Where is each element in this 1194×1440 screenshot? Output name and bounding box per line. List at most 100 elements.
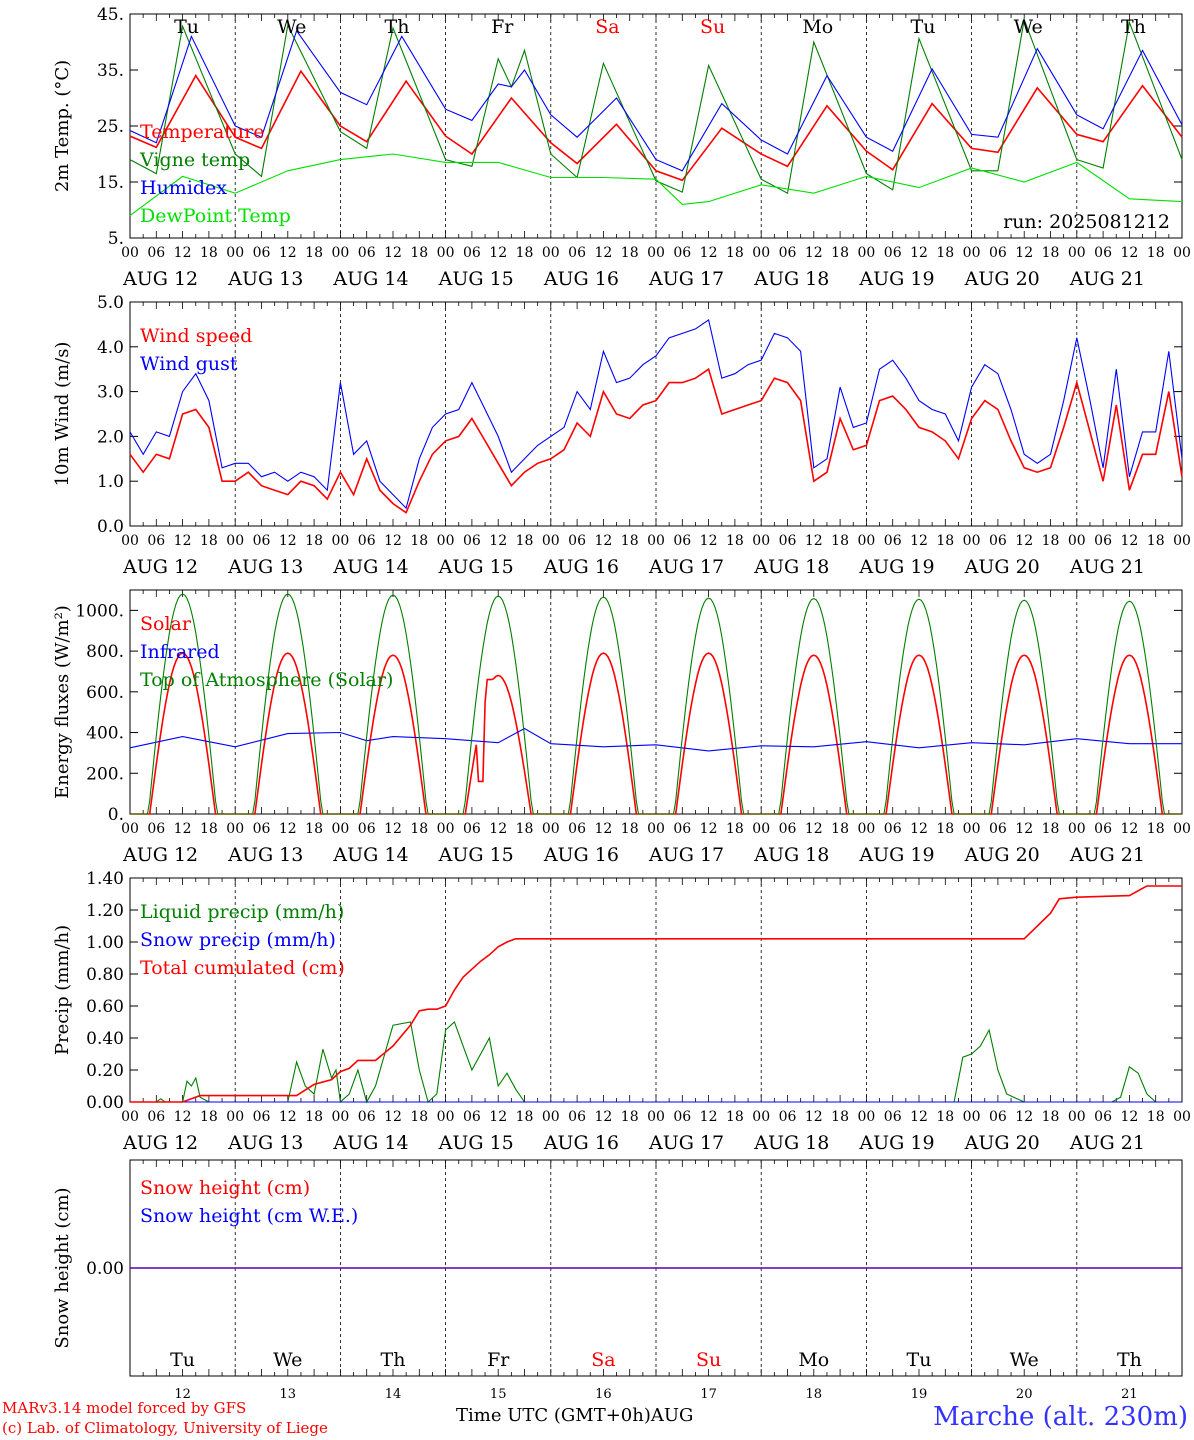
weekday-label: We	[273, 1349, 302, 1371]
hour-label: 12	[910, 533, 928, 549]
hour-label: 06	[884, 1109, 902, 1125]
hour-label: 06	[673, 533, 691, 549]
date-label: AUG 19	[858, 844, 934, 866]
y-tick-label: 1.40	[86, 869, 124, 889]
hour-label: 18	[305, 245, 323, 261]
hour-label: 18	[1042, 1109, 1060, 1125]
series-line-dewpoint-temp	[129, 153, 1183, 217]
hour-label: 00	[1068, 245, 1086, 261]
hour-label: 12	[174, 533, 192, 549]
hour-label: 06	[989, 245, 1007, 261]
hour-label: 00	[1173, 245, 1191, 261]
hour-label: 12	[1015, 533, 1033, 549]
hour-label: 12	[700, 533, 718, 549]
weekday-label: Su	[696, 1349, 721, 1371]
legend-entry: Top of Atmosphere (Solar)	[140, 669, 393, 691]
hour-label: 18	[621, 533, 639, 549]
hour-label: 12	[489, 821, 507, 837]
hour-label: 06	[463, 1109, 481, 1125]
y-tick-label: 1.00	[86, 933, 124, 953]
y-tick-label: 600.	[86, 683, 124, 703]
hour-label: 06	[253, 533, 271, 549]
hour-label: 12	[594, 533, 612, 549]
date-label: AUG 13	[227, 556, 303, 578]
hour-label: 00	[1068, 821, 1086, 837]
hour-label: 18	[726, 821, 744, 837]
hour-label: 12	[805, 821, 823, 837]
date-label: AUG 19	[858, 1132, 934, 1154]
weekday-label: Fr	[491, 16, 514, 38]
hour-label: 06	[884, 533, 902, 549]
weekday-label: Mo	[802, 16, 833, 38]
hour-label: 06	[884, 245, 902, 261]
day-number: 18	[806, 1387, 823, 1400]
hour-label: 06	[779, 821, 797, 837]
panel-frame	[129, 301, 1183, 527]
y-tick-label: 0.80	[86, 965, 124, 985]
hour-label: 12	[594, 1109, 612, 1125]
day-number: 12	[174, 1387, 191, 1400]
y-tick-label: 1.0	[97, 472, 124, 492]
legend-entry: Vigne temp	[139, 149, 250, 171]
hour-label: 18	[410, 245, 428, 261]
hour-label: 12	[489, 1109, 507, 1125]
hour-label: 18	[1147, 245, 1165, 261]
hour-label: 18	[516, 245, 534, 261]
legend-entry: Solar	[140, 613, 192, 635]
hour-label: 00	[963, 821, 981, 837]
hour-label: 12	[384, 533, 402, 549]
hour-label: 06	[463, 533, 481, 549]
weekday-label: Sa	[595, 16, 619, 38]
hour-label: 12	[489, 245, 507, 261]
hour-label: 00	[752, 533, 770, 549]
hour-label: 12	[384, 245, 402, 261]
date-label: AUG 14	[332, 844, 408, 866]
hour-label: 18	[726, 245, 744, 261]
hour-label: 06	[253, 1109, 271, 1125]
date-label: AUG 19	[858, 268, 934, 290]
hour-label: 00	[1173, 533, 1191, 549]
hour-label: 18	[936, 1109, 954, 1125]
hour-label: 06	[989, 1109, 1007, 1125]
hour-label: 00	[963, 1109, 981, 1125]
hour-label: 00	[1068, 1109, 1086, 1125]
hour-label: 12	[384, 821, 402, 837]
y-tick-label: 0.0	[97, 517, 124, 537]
weekday-label: Th	[381, 1349, 406, 1371]
meteogram-chart: 5. 15. 25. 35. 45. 2m Temp. (°C) Temperature Vi…	[52, 5, 1191, 1400]
hour-label: 18	[1042, 533, 1060, 549]
panel-flux	[129, 589, 1183, 815]
hour-label: 12	[594, 821, 612, 837]
hour-label: 12	[805, 533, 823, 549]
hour-label: 06	[1094, 533, 1112, 549]
hour-label: 12	[1120, 821, 1138, 837]
hour-label: 00	[331, 533, 349, 549]
date-label: AUG 15	[438, 268, 514, 290]
weekday-label: Sa	[591, 1349, 615, 1371]
weekday-label: Fr	[487, 1349, 510, 1371]
date-label: AUG 16	[543, 556, 619, 578]
hour-label: 18	[936, 821, 954, 837]
run-label: run: 2025081212	[1003, 211, 1170, 233]
y-tick-label: 4.0	[97, 338, 124, 358]
hour-label: 00	[857, 245, 875, 261]
hour-label: 06	[568, 533, 586, 549]
y-tick-label: 0.00	[86, 1259, 124, 1279]
y-axis-title: 10m Wind (m/s)	[52, 342, 73, 487]
legend-entry: Humidex	[140, 177, 227, 199]
hour-label: 12	[279, 533, 297, 549]
hour-label: 12	[805, 245, 823, 261]
hour-label: 06	[358, 821, 376, 837]
hour-label: 06	[1094, 245, 1112, 261]
hour-label: 12	[1120, 1109, 1138, 1125]
hour-label: 18	[726, 533, 744, 549]
date-label: AUG 17	[648, 268, 724, 290]
hour-label: 00	[226, 533, 244, 549]
hour-label: 06	[358, 533, 376, 549]
hour-label: 00	[752, 1109, 770, 1125]
panel-precip	[129, 877, 1183, 1104]
date-label: AUG 16	[543, 1132, 619, 1154]
hour-label: 06	[463, 821, 481, 837]
series-line-total-cumulated-cm-	[130, 885, 1182, 1103]
date-label: AUG 13	[227, 268, 303, 290]
